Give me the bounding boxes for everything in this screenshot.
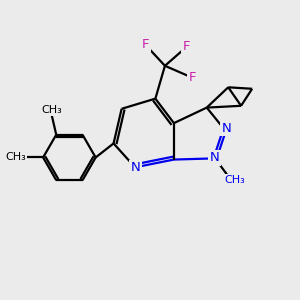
Text: N: N [131,161,140,174]
Text: F: F [142,38,149,51]
Text: F: F [189,71,196,84]
Text: N: N [221,122,231,135]
Text: F: F [183,40,190,53]
Text: N: N [210,151,219,164]
Text: CH₃: CH₃ [41,105,62,115]
Text: CH₃: CH₃ [5,152,26,163]
Text: CH₃: CH₃ [224,175,245,185]
